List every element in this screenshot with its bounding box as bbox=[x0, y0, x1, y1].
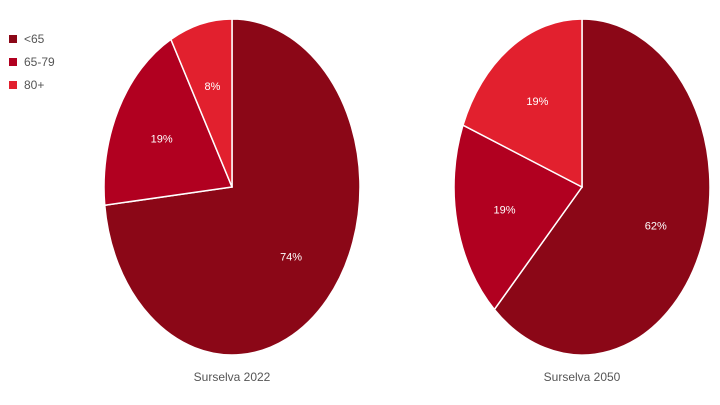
chart-title: Surselva 2022 bbox=[194, 370, 271, 384]
legend: <65 65-79 80+ bbox=[9, 27, 55, 96]
slice-label: 19% bbox=[494, 205, 516, 217]
pie-slice bbox=[169, 18, 233, 188]
pie-slice bbox=[103, 38, 234, 207]
slice-label: 8% bbox=[205, 81, 221, 93]
legend-item: <65 bbox=[9, 27, 55, 50]
chart-title: Surselva 2050 bbox=[544, 370, 621, 384]
pie-chart: 62% 19% 19% Surselva 2050 bbox=[453, 18, 711, 384]
legend-label: 80+ bbox=[24, 77, 45, 92]
pie-slice bbox=[462, 18, 583, 189]
pie-slice bbox=[493, 18, 711, 356]
legend-label: <65 bbox=[24, 31, 45, 46]
legend-item: 80+ bbox=[9, 73, 55, 96]
legend-swatch bbox=[9, 80, 17, 89]
pie-slice bbox=[453, 124, 584, 311]
legend-item: 65-79 bbox=[9, 50, 55, 73]
pie-chart: 74% 19% 8% Surselva 2022 bbox=[103, 18, 361, 384]
legend-swatch bbox=[9, 57, 17, 66]
legend-swatch bbox=[9, 34, 17, 43]
slice-label: 74% bbox=[280, 252, 302, 264]
slice-label: 62% bbox=[645, 220, 667, 232]
slice-label: 19% bbox=[151, 134, 173, 146]
legend-label: 65-79 bbox=[24, 54, 55, 69]
slice-label: 19% bbox=[526, 96, 548, 108]
